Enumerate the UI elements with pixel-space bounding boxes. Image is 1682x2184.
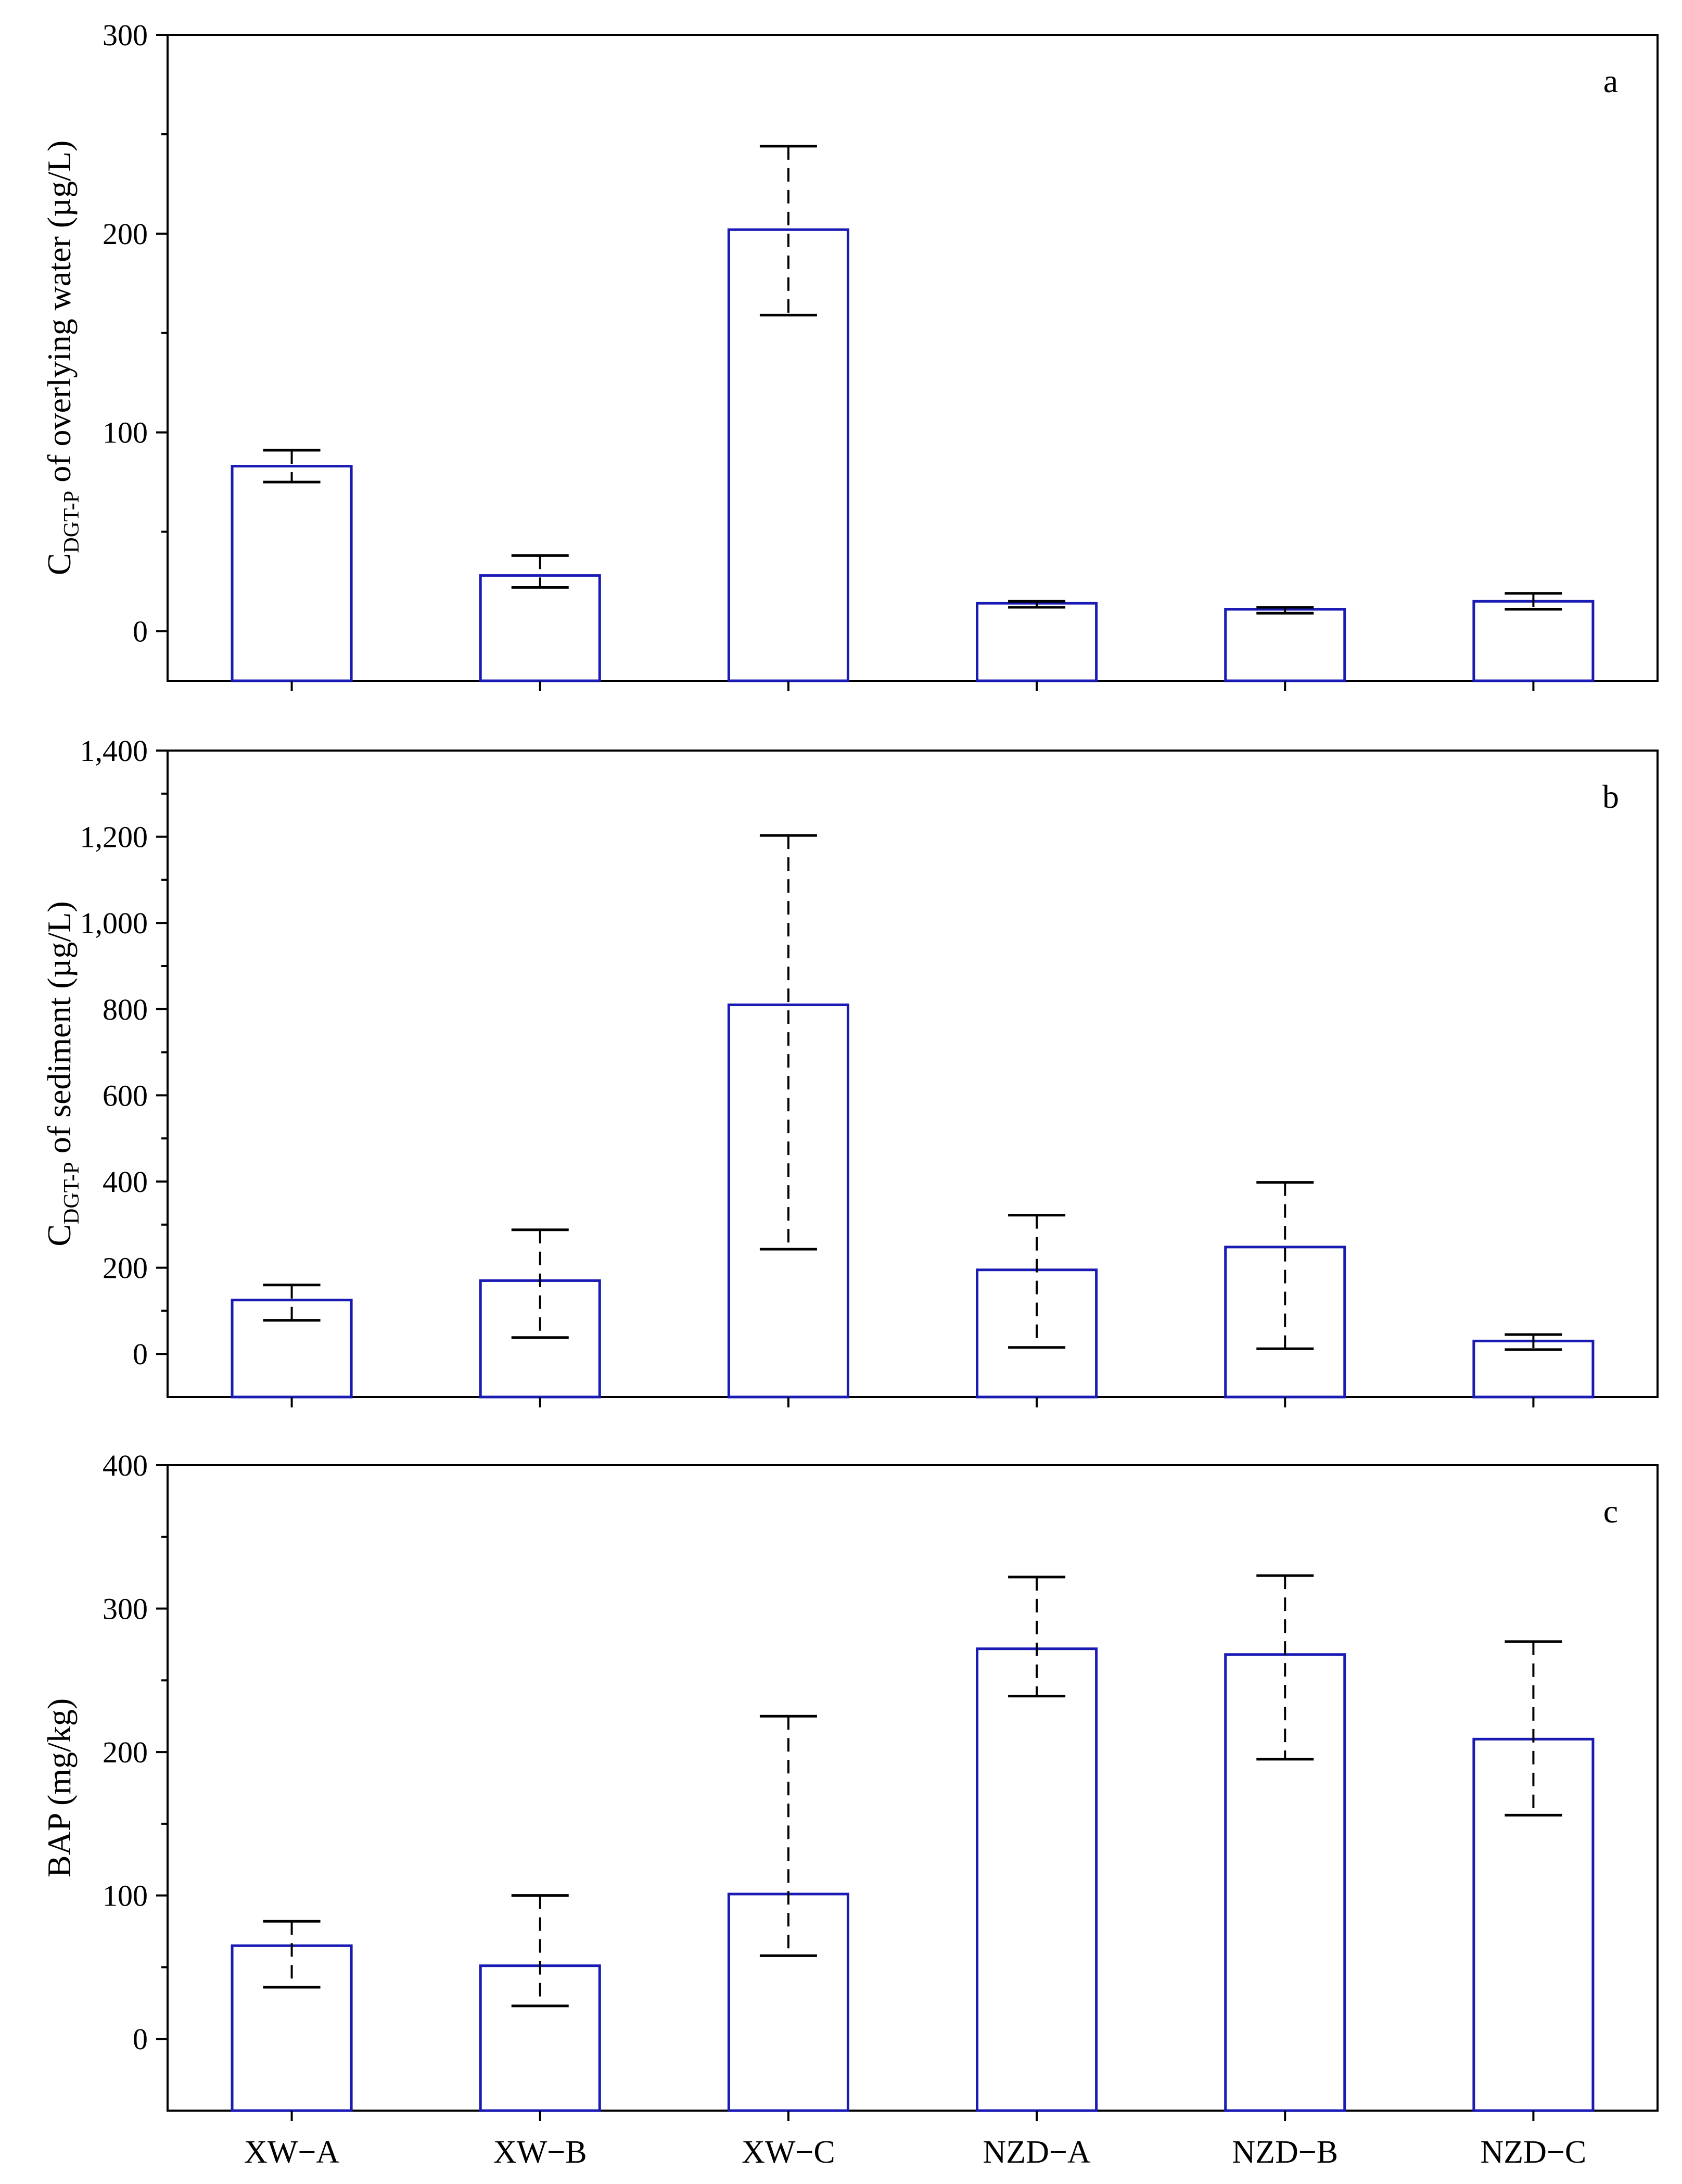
panel-letter: a	[1603, 62, 1618, 99]
plot-frame	[167, 750, 1659, 1398]
y-axis-label-rest: of overlying water (µg/L)	[41, 141, 78, 491]
y-axis-label-rest: of sediment (µg/L)	[41, 901, 78, 1162]
y-tick-label: 200	[103, 1735, 148, 1769]
y-axis-label-subscript: DGT-P	[60, 1162, 84, 1224]
y-tick-label: 300	[103, 1592, 148, 1626]
y-tick-label: 300	[103, 18, 148, 52]
chart-panel-c: 0 100 200 300 400 XW−A XW−B XW−C NZD−A NZD−B NZD−C…	[41, 1449, 1659, 2170]
y-tick-label: 1,400	[80, 734, 148, 768]
panel-letter: c	[1603, 1493, 1618, 1530]
plot-frame	[167, 1464, 1659, 2112]
y-tick-label: 200	[103, 217, 148, 251]
y-tick-label: 1,000	[80, 906, 148, 940]
y-axis-label: CDGT-P of sediment (µg/L)	[41, 901, 84, 1246]
x-category-label: XW−B	[493, 2135, 587, 2170]
bar-XW−C	[727, 1004, 849, 1399]
y-tick-label: 0	[133, 615, 148, 649]
bar-XW−B	[479, 574, 601, 682]
panel-letter: b	[1602, 778, 1619, 815]
y-axis-label-main: C	[41, 1224, 78, 1247]
y-tick-label: 800	[103, 993, 148, 1026]
y-tick-label: 200	[103, 1251, 148, 1285]
y-tick-label: 0	[133, 2022, 148, 2056]
bar-NZD−B	[1224, 1653, 1346, 2112]
y-axis-label: CDGT-P of overlying water (µg/L)	[41, 141, 84, 576]
chart-panel-a: 0 100 200 300 a CDGT-P of overlying water (µg…	[41, 18, 1659, 691]
x-category-label: NZD−B	[1232, 2135, 1338, 2170]
bar-NZD−C	[1472, 600, 1595, 682]
bar-XW−C	[727, 228, 849, 682]
y-tick-label: 400	[103, 1449, 148, 1482]
chart-panel-b: 0 200 400 600 800 1,000 1,200 1,400 b CDGT-P of s…	[41, 734, 1659, 1407]
y-tick-label: 100	[103, 1879, 148, 1913]
bar-XW−C	[727, 1893, 849, 2112]
y-tick-label: 0	[133, 1337, 148, 1371]
y-tick-label: 600	[103, 1078, 148, 1112]
y-axis-label-subscript: DGT-P	[60, 491, 84, 553]
x-category-label: XW−C	[742, 2135, 835, 2170]
bar-NZD−B	[1224, 608, 1346, 682]
y-axis-label-main: C	[41, 553, 78, 576]
x-category-label: NZD−C	[1481, 2135, 1587, 2170]
y-axis-label: BAP (mg/kg)	[41, 1698, 78, 1877]
bar-NZD−A	[976, 1647, 1098, 2112]
plot-frame	[167, 34, 1659, 682]
x-category-label: NZD−A	[983, 2135, 1090, 2170]
y-tick-label: 100	[103, 416, 148, 450]
y-axis-label-main: BAP (mg/kg)	[41, 1698, 78, 1877]
x-category-label: XW−A	[244, 2135, 339, 2170]
bar-NZD−A	[976, 602, 1098, 682]
bar-XW−A	[231, 465, 353, 682]
y-tick-label: 400	[103, 1165, 148, 1199]
y-tick-label: 1,200	[80, 820, 148, 854]
